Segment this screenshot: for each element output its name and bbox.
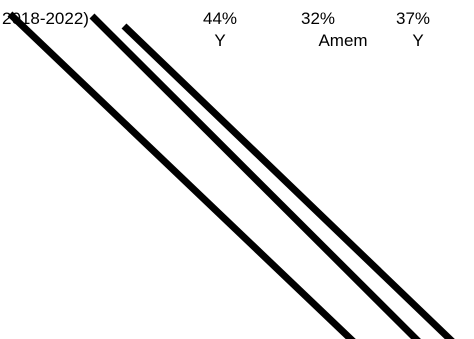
- period-label: 2018-2022): [2, 9, 89, 28]
- column-label-3: Y: [412, 31, 423, 50]
- column-percent-1: 44%: [203, 9, 237, 28]
- column-percent-2: 32%: [301, 9, 335, 28]
- column-label-2: Amem: [318, 31, 367, 50]
- column-percent-3: 37%: [396, 9, 430, 28]
- diagonal-stroke-3: [121, 23, 455, 339]
- labels: 2018-2022) 44% Y 32% Amem 37% Y: [2, 9, 430, 50]
- diagonal-stroke-1: [7, 11, 356, 339]
- diagonal-stroke-2: [89, 13, 421, 339]
- diagonal-strokes: [7, 11, 455, 339]
- column-label-1: Y: [214, 31, 225, 50]
